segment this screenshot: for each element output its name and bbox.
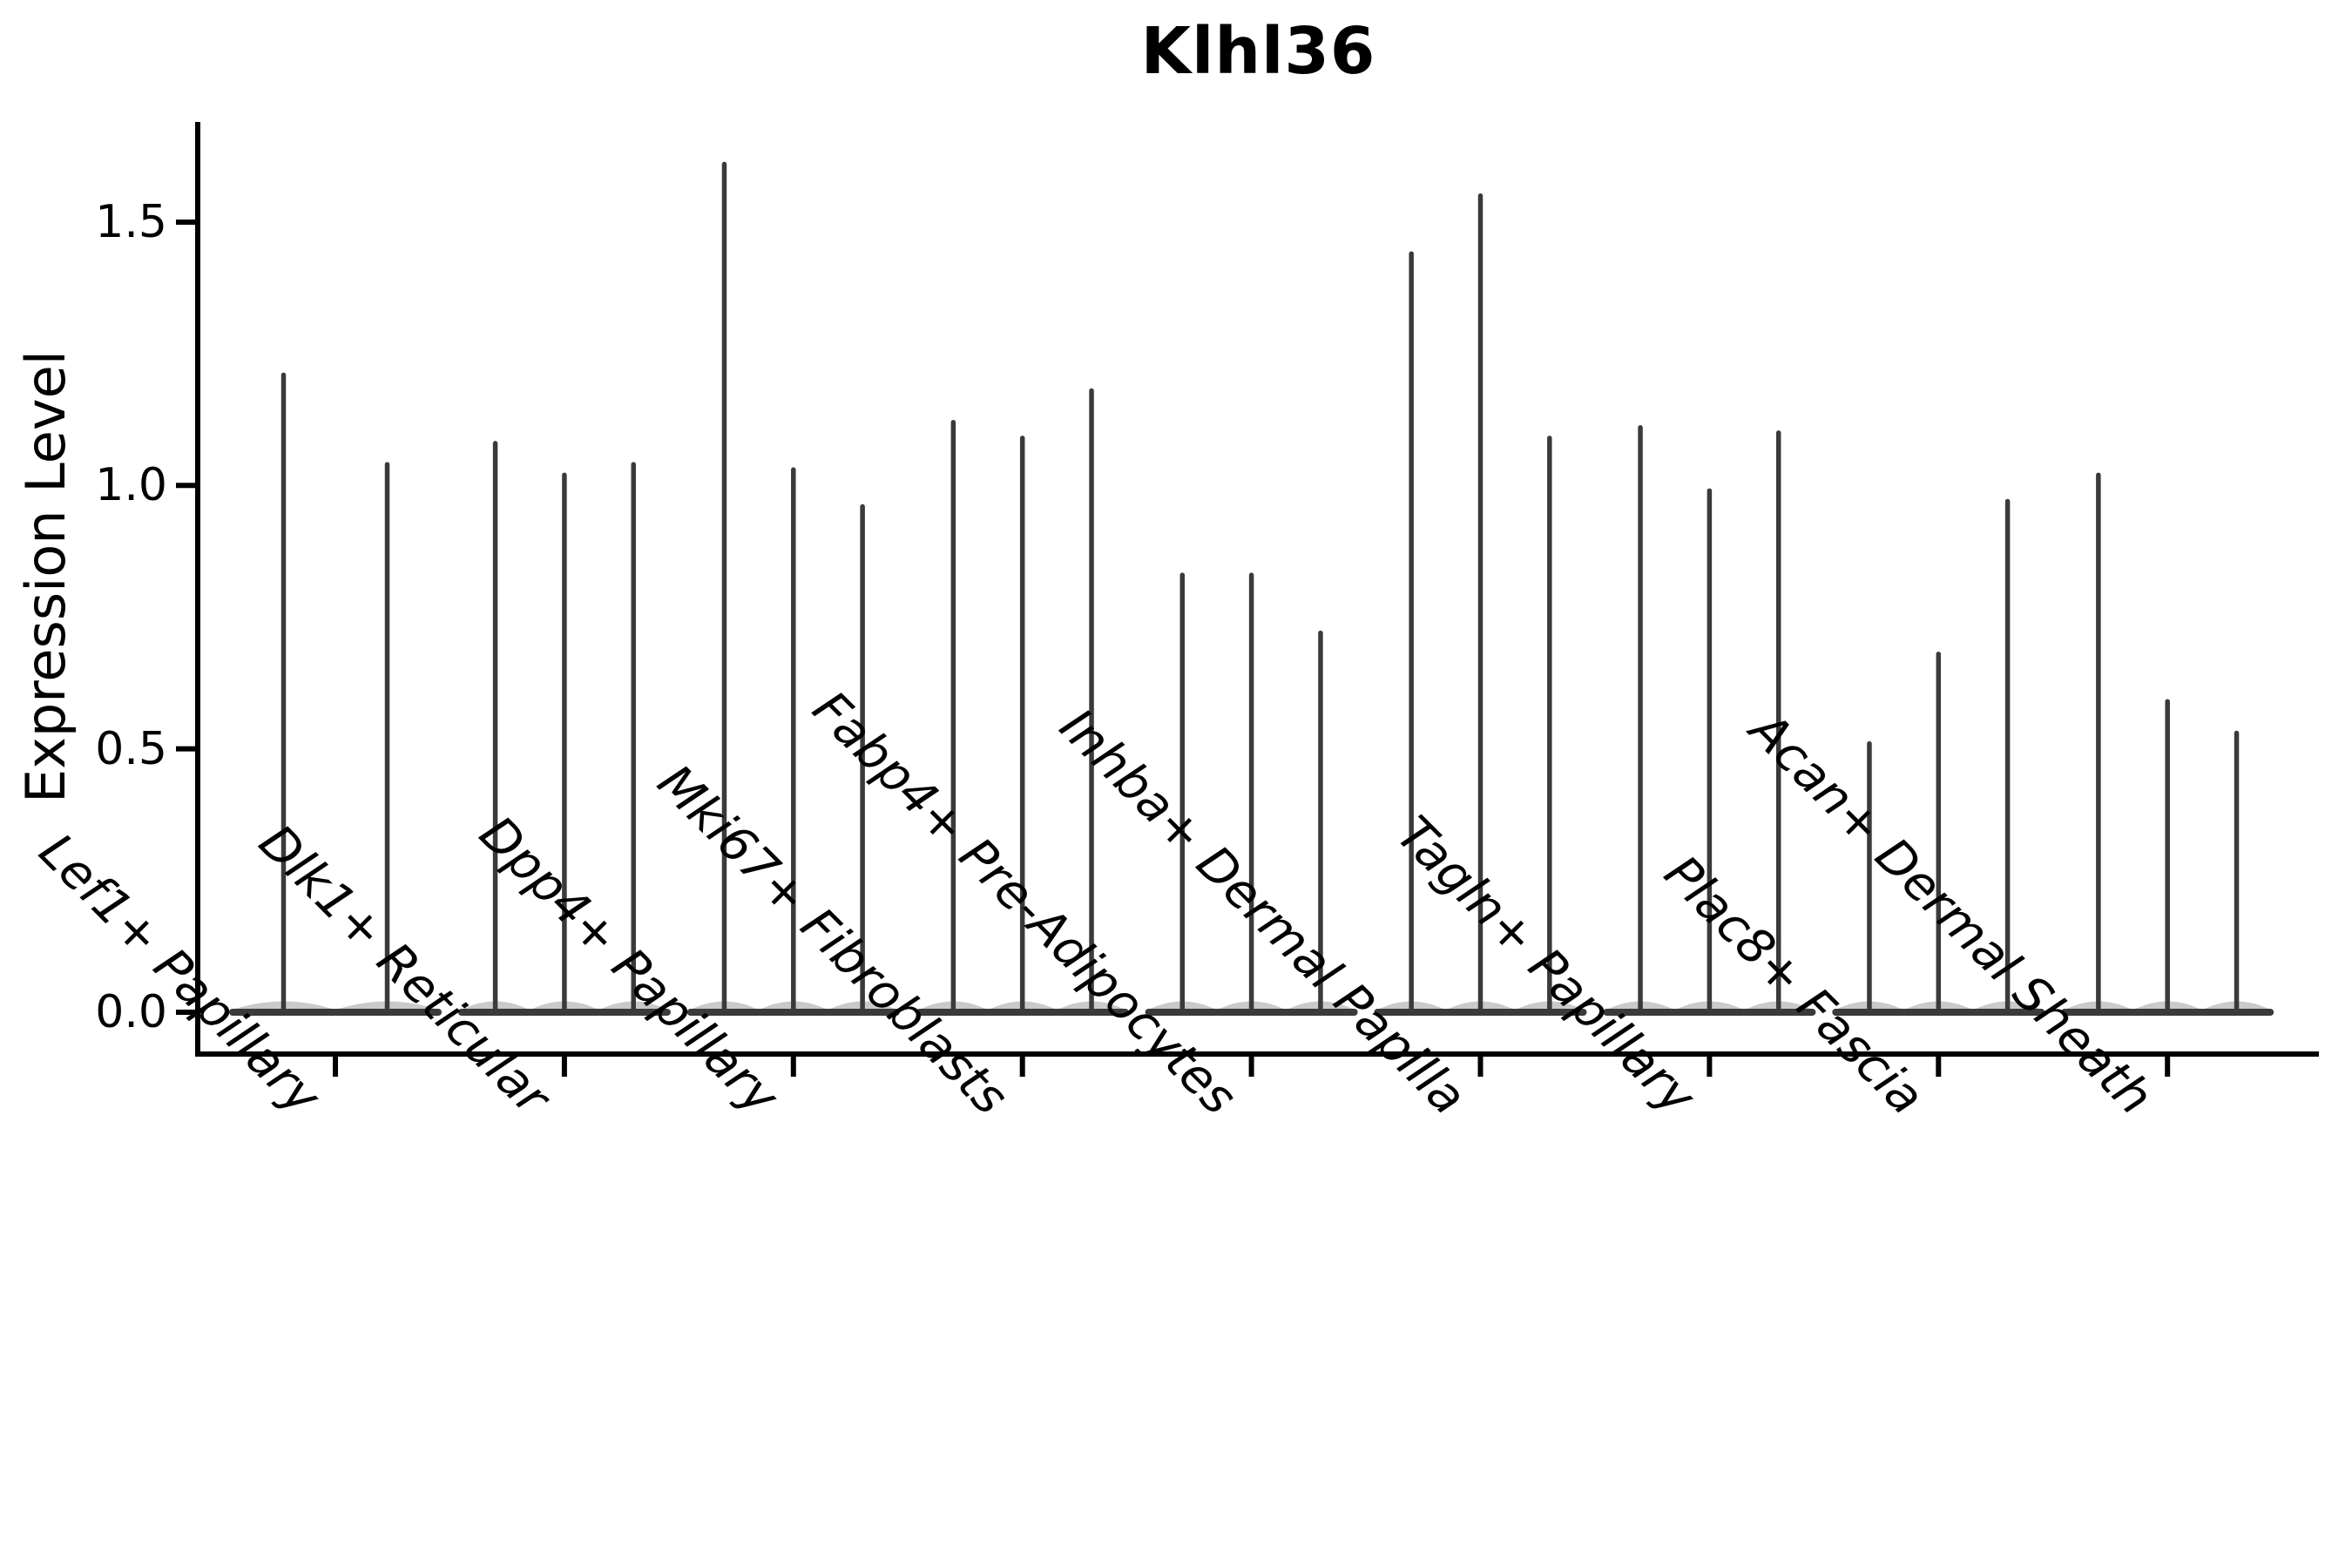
chart-title: Klhl36 <box>1140 14 1376 89</box>
y-tick-label: 0.5 <box>95 722 167 775</box>
y-tick-label: 0.0 <box>95 986 167 1038</box>
y-tick-label: 1.0 <box>95 459 167 512</box>
y-tick-label: 1.5 <box>95 195 167 248</box>
